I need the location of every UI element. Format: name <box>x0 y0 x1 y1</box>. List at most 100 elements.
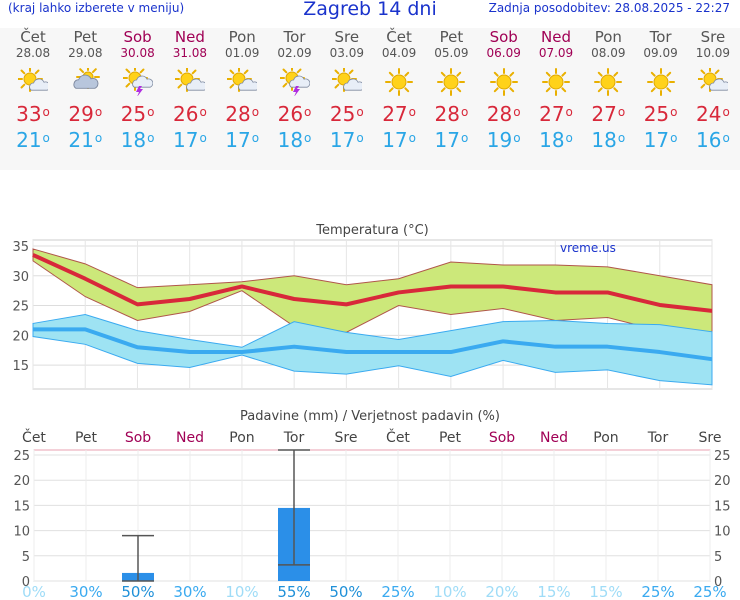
forecast-day: Sob 06.09 28o 19o <box>478 28 530 153</box>
forecast-day: Pet 29.08 29o 21o <box>59 28 111 153</box>
sun-icon <box>594 68 623 96</box>
forecast-day: Čet 04.09 27o 17o <box>373 28 425 153</box>
x-tick-label: Čet <box>386 428 410 446</box>
y-tick-label-right: 15 <box>714 499 731 514</box>
y-tick-label: 30 <box>12 270 29 285</box>
probability-label: 25% <box>693 583 726 600</box>
forecast-day: Pet 05.09 28o 17o <box>425 28 477 153</box>
y-tick-label: 15 <box>13 499 30 514</box>
cloudy-sun-icon <box>73 68 101 89</box>
temperature-chart: Temperatura (°C) 15 20 25 30 35 vreme.us <box>12 223 713 390</box>
forecast-day: Pon 01.09 28o 17o <box>216 28 268 153</box>
max-temp: 27o <box>539 102 573 126</box>
day-name: Sre <box>700 28 726 46</box>
x-tick-label: Ned <box>540 430 568 446</box>
day-date: 10.09 <box>695 46 731 60</box>
x-tick-label: Tor <box>647 430 669 446</box>
min-temp: 21o <box>68 128 103 152</box>
probability-label: 15% <box>589 583 622 600</box>
x-tick-label: Sre <box>699 430 722 446</box>
header-bar: (kraj lahko izberete v meniju) Zagreb 14… <box>0 0 740 22</box>
probability-label: 30% <box>173 583 206 600</box>
thunderstorm-icon <box>279 68 310 96</box>
max-temp: 27o <box>382 102 416 126</box>
x-tick-label: Pon <box>593 430 618 446</box>
day-name: Čet <box>386 28 412 46</box>
x-tick-label: Tor <box>283 430 305 446</box>
sun-icon <box>542 68 570 96</box>
y-tick-label: 15 <box>12 359 29 374</box>
sun-icon <box>385 68 414 96</box>
min-temp: 21o <box>16 128 50 152</box>
x-tick-label: Sob <box>489 430 515 446</box>
day-date: 04.09 <box>381 46 417 60</box>
max-temp: 26o <box>172 102 207 126</box>
probability-label: 10% <box>225 583 258 600</box>
probability-label: 50% <box>329 583 362 600</box>
day-date: 31.08 <box>172 46 208 60</box>
y-tick-label: 25 <box>12 300 29 315</box>
forecast-day: Ned 07.09 27o 18o <box>530 28 582 153</box>
day-date: 28.08 <box>15 46 51 60</box>
forecast-day: Sob 30.08 25o 18o <box>112 28 164 153</box>
day-date: 29.08 <box>68 46 103 60</box>
min-temp: 18o <box>277 128 312 152</box>
forecast-day: Tor 02.09 26o 18o <box>269 28 321 153</box>
probability-label: 30% <box>69 583 102 600</box>
probability-label: 55% <box>277 583 310 600</box>
day-name: Pon <box>594 28 622 46</box>
y-tick-label: 10 <box>13 525 30 540</box>
min-temp: 17o <box>172 128 207 152</box>
y-tick-label-right: 10 <box>714 525 731 540</box>
day-name: Tor <box>283 28 306 46</box>
x-tick-label: Ned <box>176 430 204 446</box>
y-tick-label-right: 25 <box>714 449 731 464</box>
y-tick-label: 20 <box>13 474 30 489</box>
x-tick-label: Pon <box>229 430 254 446</box>
forecast-day: Sre 03.09 25o 17o <box>321 28 373 153</box>
min-temp: 17o <box>329 128 364 152</box>
day-name: Ned <box>174 28 205 46</box>
max-temp: 28o <box>434 102 469 126</box>
probability-label: 15% <box>537 583 570 600</box>
thunderstorm-icon <box>122 68 153 96</box>
x-tick-label: Čet <box>22 428 46 446</box>
min-temp: 17o <box>643 128 678 152</box>
max-temp: 28o <box>225 102 260 126</box>
day-date: 06.09 <box>486 46 521 60</box>
daily-forecast-strip: Čet 28.08 33o 21o Pet 29.08 29o 21o Sob 30.08 25o 1… <box>0 28 740 170</box>
last-updated: Zadnja posodobitev: 28.08.2025 - 22:27 <box>488 1 730 15</box>
day-date: 30.08 <box>120 46 155 60</box>
min-temp-line <box>33 327 713 362</box>
day-name: Sob <box>489 28 518 46</box>
x-tick-label: Pet <box>75 430 98 446</box>
y-tick-label: 5 <box>22 550 30 565</box>
page-title: Zagreb 14 dni <box>303 0 437 20</box>
max-temp: 28o <box>486 102 521 126</box>
x-tick-label: Sre <box>335 430 358 446</box>
max-temp: 24o <box>695 102 730 126</box>
day-date: 08.09 <box>591 46 626 60</box>
day-date: 05.09 <box>434 46 469 60</box>
day-name: Pon <box>228 28 256 46</box>
min-temp: 19o <box>486 128 521 152</box>
probability-label: 0% <box>22 583 46 600</box>
max-temp: 33o <box>16 102 50 126</box>
probability-label: 25% <box>641 583 674 600</box>
min-temp: 18o <box>591 128 626 152</box>
min-temp: 18o <box>539 128 573 152</box>
day-name: Pet <box>439 28 464 46</box>
max-temp: 25o <box>643 102 678 126</box>
min-temp: 17o <box>225 128 260 152</box>
menu-hint: (kraj lahko izberete v meniju) <box>8 1 185 15</box>
sun-cloud-icon <box>227 68 258 92</box>
y-tick-label-right: 5 <box>714 550 722 565</box>
probability-label: 20% <box>485 583 518 600</box>
probability-label: 50% <box>121 583 154 600</box>
day-name: Ned <box>541 28 571 46</box>
min-temp-band <box>32 313 713 386</box>
y-tick-label: 20 <box>12 329 29 344</box>
min-temp: 18o <box>120 128 155 152</box>
sun-cloud-icon <box>174 68 205 92</box>
chart-title: Temperatura (°C) <box>315 223 428 238</box>
